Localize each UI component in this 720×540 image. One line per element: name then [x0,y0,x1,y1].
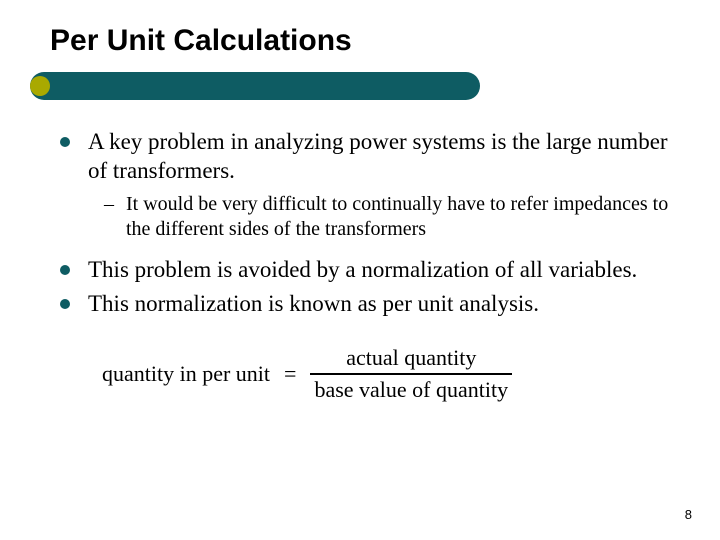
sub-bullet-item: – It would be very difficult to continua… [104,192,670,242]
bullet-text: This normalization is known as per unit … [88,290,539,319]
bullet-item: This problem is avoided by a normalizati… [60,256,670,285]
bullet-dot-icon [60,299,70,309]
title-underline-bar [30,72,480,100]
title-underline-dot [30,76,50,96]
equation-numerator: actual quantity [342,345,480,373]
title-underline [40,72,680,102]
equation: quantity in per unit = actual quantity b… [102,345,670,403]
slide-title: Per Unit Calculations [50,24,680,58]
bullet-item: This normalization is known as per unit … [60,290,670,319]
equation-equals: = [284,361,296,387]
bullet-item: A key problem in analyzing power systems… [60,128,670,186]
bullet-dot-icon [60,265,70,275]
bullet-text: This problem is avoided by a normalizati… [88,256,637,285]
equation-lhs: quantity in per unit [102,361,270,387]
sub-bullet-text: It would be very difficult to continuall… [126,192,670,242]
slide-content: A key problem in analyzing power systems… [40,128,680,403]
bullet-text: A key problem in analyzing power systems… [88,128,670,186]
equation-denominator: base value of quantity [310,375,512,403]
equation-fraction: actual quantity base value of quantity [310,345,512,403]
page-number: 8 [685,507,692,522]
bullet-dot-icon [60,137,70,147]
slide: Per Unit Calculations A key problem in a… [0,0,720,540]
sub-bullet-dash-icon: – [104,192,114,217]
